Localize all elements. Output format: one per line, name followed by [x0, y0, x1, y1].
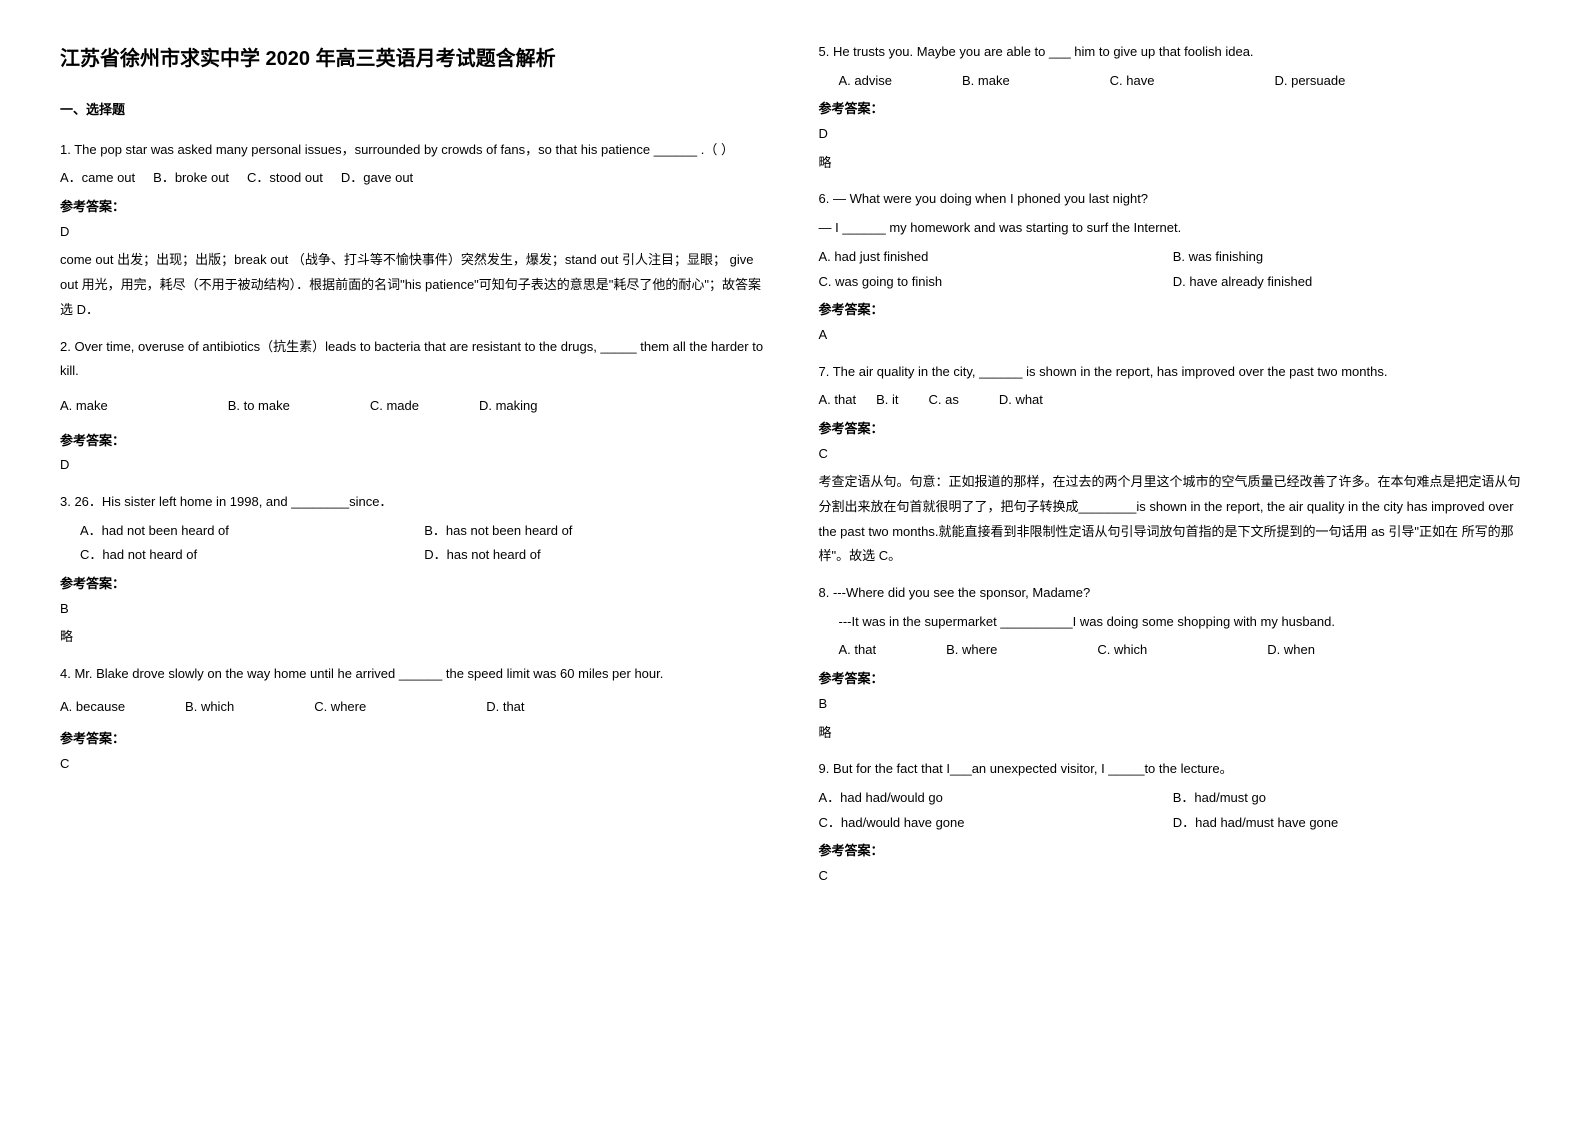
option-c: C. have [1110, 69, 1155, 94]
option-a: A．had had/would go [819, 786, 1173, 811]
option-d: D．gave out [341, 166, 413, 191]
option-d: D. persuade [1274, 69, 1345, 94]
question-text-2: ---It was in the supermarket __________I… [819, 610, 1528, 635]
question-text: 9. But for the fact that I___an unexpect… [819, 757, 1528, 782]
option-b: B. where [946, 638, 997, 663]
page-container: 江苏省徐州市求实中学 2020 年高三英语月考试题含解析 一、选择题 1. Th… [60, 40, 1527, 901]
section-header: 一、选择题 [60, 98, 769, 123]
question-text: 4. Mr. Blake drove slowly on the way hom… [60, 662, 769, 687]
option-d: D. have already finished [1173, 270, 1527, 295]
answer-value: C [819, 442, 1528, 467]
question-text: 7. The air quality in the city, ______ i… [819, 360, 1528, 385]
option-d: D. what [999, 388, 1043, 413]
question-9: 9. But for the fact that I___an unexpect… [819, 757, 1528, 888]
option-b: B．broke out [153, 166, 229, 191]
option-a: A．came out [60, 166, 135, 191]
explanation: 考查定语从句。句意：正如报道的那样，在过去的两个月里这个城市的空气质量已经改善了… [819, 470, 1528, 569]
question-text: 3. 26．His sister left home in 1998, and … [60, 490, 769, 515]
option-b: B. was finishing [1173, 245, 1527, 270]
option-c: C. was going to finish [819, 270, 1173, 295]
left-column: 江苏省徐州市求实中学 2020 年高三英语月考试题含解析 一、选择题 1. Th… [60, 40, 769, 901]
question-5: 5. He trusts you. Maybe you are able to … [819, 40, 1528, 175]
answer-value: C [819, 864, 1528, 889]
option-a: A. advise [839, 69, 892, 94]
option-a: A. that [839, 638, 877, 663]
answer-value: B [819, 692, 1528, 717]
options-row-1: A．had had/would go B．had/must go [819, 786, 1528, 811]
option-c: C．had/would have gone [819, 811, 1173, 836]
option-d: D. that [486, 695, 524, 720]
explanation: 略 [819, 151, 1528, 176]
option-b: B．has not been heard of [424, 519, 768, 544]
question-text-1: 8. ---Where did you see the sponsor, Mad… [819, 581, 1528, 606]
answer-label: 参考答案： [819, 667, 1528, 692]
question-6: 6. — What were you doing when I phoned y… [819, 187, 1528, 347]
question-4: 4. Mr. Blake drove slowly on the way hom… [60, 662, 769, 777]
question-text-1: 6. — What were you doing when I phoned y… [819, 187, 1528, 212]
answer-label: 参考答案： [60, 429, 769, 454]
answer-value: A [819, 323, 1528, 348]
option-a: A. make [60, 394, 108, 419]
question-3: 3. 26．His sister left home in 1998, and … [60, 490, 769, 650]
option-a: A. that [819, 388, 857, 413]
answer-value: B [60, 597, 769, 622]
options-row: A. make B. to make C. made D. making [60, 394, 769, 419]
answer-label: 参考答案： [819, 417, 1528, 442]
option-d: D．had had/must have gone [1173, 811, 1527, 836]
explanation: 略 [819, 721, 1528, 746]
option-d: D. making [479, 394, 538, 419]
question-2: 2. Over time, overuse of antibiotics（抗生素… [60, 335, 769, 478]
answer-label: 参考答案： [819, 298, 1528, 323]
option-c: C．stood out [247, 166, 323, 191]
answer-value: C [60, 752, 769, 777]
option-c: C. which [1097, 638, 1147, 663]
option-b: B. make [962, 69, 1010, 94]
option-b: B. to make [228, 394, 290, 419]
options-row: A. that B. it C. as D. what [819, 388, 1528, 413]
options-row-1: A. had just finished B. was finishing [819, 245, 1528, 270]
question-text: 2. Over time, overuse of antibiotics（抗生素… [60, 335, 769, 384]
question-text: 1. The pop star was asked many personal … [60, 138, 769, 163]
answer-label: 参考答案： [60, 195, 769, 220]
options-row-2: C．had/would have gone D．had had/must hav… [819, 811, 1528, 836]
options-row-2: C. was going to finish D. have already f… [819, 270, 1528, 295]
options-row-1: A．had not been heard of B．has not been h… [60, 519, 769, 544]
answer-value: D [60, 220, 769, 245]
option-a: A. because [60, 695, 125, 720]
option-b: B．had/must go [1173, 786, 1527, 811]
option-c: C. as [928, 388, 958, 413]
right-column: 5. He trusts you. Maybe you are able to … [819, 40, 1528, 901]
options-row-2: C．had not heard of D．has not heard of [60, 543, 769, 568]
option-c: C. made [370, 394, 419, 419]
option-b: B. which [185, 695, 234, 720]
question-8: 8. ---Where did you see the sponsor, Mad… [819, 581, 1528, 745]
option-d: D. when [1267, 638, 1315, 663]
options-row: A. advise B. make C. have D. persuade [819, 69, 1528, 94]
option-a: A．had not been heard of [80, 519, 424, 544]
answer-label: 参考答案： [819, 97, 1528, 122]
options-row: A．came out B．broke out C．stood out D．gav… [60, 166, 769, 191]
answer-value: D [60, 453, 769, 478]
option-c: C. where [314, 695, 366, 720]
explanation: 略 [60, 625, 769, 650]
answer-value: D [819, 122, 1528, 147]
question-1: 1. The pop star was asked many personal … [60, 138, 769, 323]
answer-label: 参考答案： [60, 727, 769, 752]
answer-label: 参考答案： [819, 839, 1528, 864]
options-row: A. because B. which C. where D. that [60, 695, 769, 720]
option-a: A. had just finished [819, 245, 1173, 270]
explanation: come out 出发；出现；出版；break out （战争、打斗等不愉快事件… [60, 248, 769, 322]
options-row: A. that B. where C. which D. when [819, 638, 1528, 663]
option-b: B. it [876, 388, 898, 413]
answer-label: 参考答案： [60, 572, 769, 597]
document-title: 江苏省徐州市求实中学 2020 年高三英语月考试题含解析 [60, 40, 769, 78]
question-text: 5. He trusts you. Maybe you are able to … [819, 40, 1528, 65]
question-text-2: — I ______ my homework and was starting … [819, 216, 1528, 241]
option-d: D．has not heard of [424, 543, 768, 568]
option-c: C．had not heard of [80, 543, 424, 568]
question-7: 7. The air quality in the city, ______ i… [819, 360, 1528, 570]
